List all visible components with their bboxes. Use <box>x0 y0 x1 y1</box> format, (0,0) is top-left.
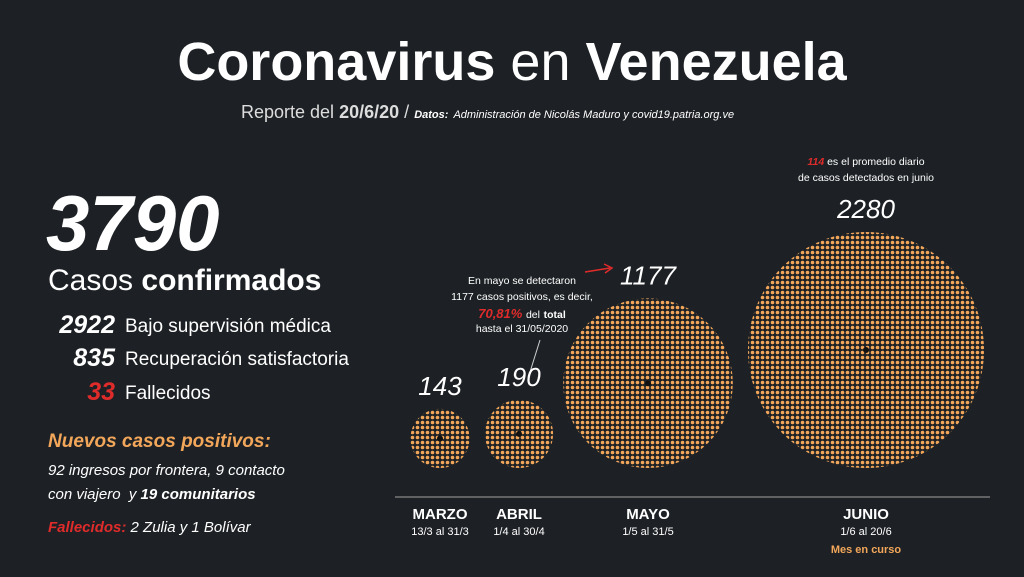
annotation-text: 114 <box>807 156 824 168</box>
breakdown-value: 835 <box>73 344 116 372</box>
breakdown-label: Fallecidos <box>125 383 211 404</box>
breakdown-label: Bajo supervisión médica <box>125 316 331 337</box>
title: Coronavirus en Venezuela <box>177 32 847 92</box>
report-line: Reporte del 20/6/20 / Datos: Administrac… <box>241 102 734 122</box>
month-label: MAYO <box>626 506 670 523</box>
report-sep: / <box>404 102 409 122</box>
annotation-leader <box>529 339 541 373</box>
annotation-line: hasta el 31/05/2020 <box>476 323 568 335</box>
month-range: 13/3 al 31/3 <box>411 526 469 538</box>
annotation-text: de casos detectados en junio <box>798 172 934 184</box>
new-cases-line: 92 ingresos por frontera, 9 contacto <box>48 462 285 479</box>
annotation-text: En mayo se detectaron <box>468 275 576 287</box>
new-cases-text: 92 ingresos por frontera, 9 contacto <box>48 462 285 479</box>
breakdown-value: 33 <box>87 378 115 406</box>
total-label-part: Casos <box>48 264 133 297</box>
circle-center <box>645 380 651 387</box>
annotation-arrow <box>584 267 611 273</box>
value-label: 143 <box>418 371 462 401</box>
month-range: 1/6 al 20/6 <box>840 526 891 538</box>
month-range: 1/4 al 30/4 <box>493 526 544 538</box>
title-part: Venezuela <box>586 32 848 92</box>
annotation-text: del <box>526 309 540 321</box>
report-date: 20/6/20 <box>339 102 399 122</box>
new-cases-number: 19 <box>141 486 158 503</box>
annotation-line: 1177 casos positivos, es decir, <box>451 291 593 303</box>
new-cases-text: comunitarios <box>161 486 255 503</box>
month-range: 1/5 al 31/5 <box>622 526 673 538</box>
total-label: Casos confirmados <box>48 264 321 297</box>
total-cases: 3790 <box>46 179 220 267</box>
deaths-label: Fallecidos: <box>48 519 126 536</box>
deaths-line: Fallecidos: 2 Zulia y 1 Bolívar <box>48 519 252 536</box>
annotation-line: de casos detectados en junio <box>798 172 934 184</box>
value-label: 190 <box>497 362 541 392</box>
deaths-detail: 2 Zulia y 1 Bolívar <box>130 519 252 536</box>
title-part: en <box>510 32 570 92</box>
annotation-text: hasta el 31/05/2020 <box>476 323 568 335</box>
circle-center <box>437 435 443 442</box>
annotation-line: 114 es el promedio diario <box>807 156 924 168</box>
value-label: 2280 <box>836 194 895 224</box>
breakdown-value: 2922 <box>58 311 115 339</box>
new-cases-title: Nuevos casos positivos: <box>48 431 271 452</box>
annotation-line: 70,81% del total <box>478 306 566 321</box>
month-label: MARZO <box>413 506 468 523</box>
arrow-head <box>603 263 614 274</box>
source-label: Datos: <box>414 109 449 121</box>
report-text: Reporte del <box>241 102 334 122</box>
annotation-line: En mayo se detectaron <box>468 275 576 287</box>
title-part: Coronavirus <box>177 32 495 92</box>
annotation-text: es el promedio diario <box>827 156 925 168</box>
circle-center <box>516 430 522 437</box>
annotation-text: 1177 casos positivos, es decir, <box>451 291 593 303</box>
new-cases-line: con viajero y 19 comunitarios <box>48 486 256 503</box>
month-label: JUNIO <box>843 506 889 523</box>
circle-center <box>863 347 869 353</box>
annotation-text: 70,81% <box>478 306 523 321</box>
current-month-label: Mes en curso <box>831 544 902 556</box>
total-label-part: confirmados <box>141 264 321 297</box>
value-label: 1177 <box>620 260 677 290</box>
new-cases-text: con viajero y <box>48 486 138 503</box>
breakdown-label: Recuperación satisfactoria <box>125 349 349 370</box>
month-label: ABRIL <box>496 506 542 523</box>
source: Administración de Nicolás Maduro y covid… <box>452 109 734 121</box>
annotation-text: total <box>544 309 566 321</box>
